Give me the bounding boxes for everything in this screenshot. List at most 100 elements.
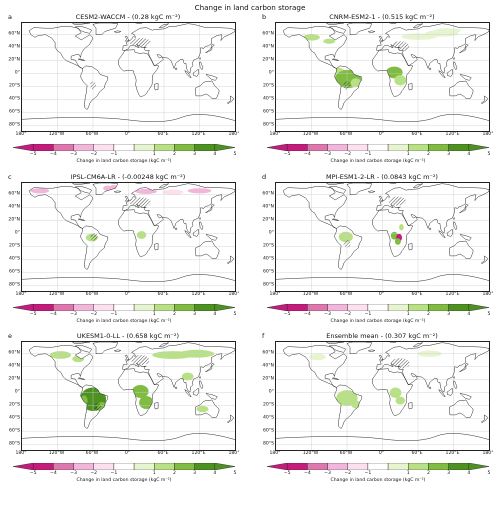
colorbar-tick-label: 3: [447, 312, 451, 317]
continent-antarctica: [276, 114, 489, 122]
lon-tick-label: 120°E: [191, 132, 206, 137]
lat-tick-label: 60°S: [8, 269, 20, 275]
lon-tick-label: 120°E: [445, 451, 460, 456]
lon-tick-label: 120°W: [48, 451, 65, 456]
world-map: [275, 182, 490, 292]
lat-tick-label: 40°N: [262, 204, 274, 210]
island-great-britain: [124, 35, 130, 42]
colorbar-segment: [448, 463, 470, 470]
continent-antarctica: [22, 114, 235, 122]
colorbar-segment: [307, 463, 328, 470]
colorbar-tick-label: 2: [426, 312, 430, 317]
world-map-svg: [276, 23, 489, 131]
continent-australia: [449, 399, 474, 418]
lat-tick-label: 40°S: [262, 256, 274, 262]
island-new-guinea: [205, 393, 218, 400]
lon-tick-label: 60°W: [85, 292, 99, 297]
continent-africa: [372, 368, 413, 416]
lon-tick-label: 120°E: [191, 292, 206, 297]
continent-eurasia: [122, 183, 235, 234]
coastlines: [276, 23, 489, 122]
carbon-change-patch: [49, 351, 72, 359]
lon-tick-label: 0°: [378, 451, 385, 456]
colorbar-tick-label: 5: [233, 471, 237, 476]
colorbar-tick-label: −1: [110, 471, 118, 476]
colorbar-tick-label: −1: [364, 152, 372, 157]
world-map-svg: [22, 342, 235, 450]
island-baffin: [75, 26, 93, 34]
lat-tick-label: 80°S: [8, 441, 20, 447]
lon-tick-label: 180°: [15, 451, 27, 456]
colorbar-tick-label: 4: [213, 471, 217, 476]
lon-tick-label: 180°: [15, 132, 27, 137]
carbon-change-patch: [399, 223, 404, 231]
island-svalbard: [135, 183, 143, 184]
world-map-svg: [22, 23, 235, 131]
lon-tick-label: 60°W: [85, 132, 99, 137]
lat-tick-label: 20°S: [8, 243, 20, 249]
lat-tick-label: 60°N: [8, 191, 20, 197]
colorbar-tick-label: −1: [364, 471, 372, 476]
colorbar-segment: [194, 463, 216, 470]
island-japan: [459, 363, 469, 373]
island-novaya-zemlya: [413, 342, 423, 347]
continent-antarctica: [22, 274, 235, 282]
island-sumatra: [438, 230, 446, 238]
colorbar-segment: [73, 304, 94, 311]
colorbar-tick-label: −2: [344, 152, 352, 157]
island-cuba: [331, 218, 339, 221]
colorbar-segment: [327, 304, 348, 311]
island-ellesmere: [72, 342, 91, 344]
island-new-zealand: [227, 95, 235, 104]
gridlines: [276, 183, 489, 291]
island-novaya-zemlya: [159, 342, 169, 347]
lat-tick-label: 20°N: [262, 376, 274, 382]
map-panel-a: a CESM2-WACCM - (0.28 kgC m⁻²) 60°N 40°N 20°…: [8, 13, 240, 171]
continent-australia: [195, 399, 220, 418]
colorbar-segment: [307, 304, 328, 311]
island-taiwan: [453, 376, 455, 379]
island-japan: [459, 44, 469, 54]
colorbar-segment: [154, 144, 175, 151]
colorbar-tick-label: −2: [344, 471, 352, 476]
lon-tick-label: 60°W: [339, 451, 353, 456]
lat-tick-label: 60°N: [262, 191, 274, 197]
colorbar-tick-label: 1: [406, 471, 410, 476]
colorbar-tick-label: −3: [324, 471, 331, 476]
island-sri-lanka: [428, 67, 432, 71]
lat-tick-label: 40°S: [8, 256, 20, 262]
colorbar-label: Change in land carbon storage (kgC m⁻²): [330, 319, 426, 324]
colorbar-segment: [286, 144, 308, 151]
carbon-change-field: [90, 37, 151, 90]
panel-letter: d: [262, 173, 267, 181]
island-great-britain: [378, 195, 384, 202]
colorbar-segment: [73, 463, 94, 470]
island-japan: [459, 204, 469, 214]
colorbar-tick-label: 3: [193, 152, 197, 157]
colorbar-segment: [53, 144, 74, 151]
significance-hatching: [388, 196, 407, 206]
continent-greenland: [92, 183, 119, 195]
colorbar-segment: [286, 304, 308, 311]
colorbar-tick-label: 4: [213, 152, 217, 157]
lon-tick-label: 0°: [124, 132, 131, 137]
colorbar-segment: [194, 304, 216, 311]
continent-antarctica: [22, 433, 235, 441]
lat-tick-label: 80°S: [8, 282, 20, 288]
colorbar-segment: [367, 144, 389, 151]
colorbar-tick-label: −4: [49, 152, 57, 157]
map-panel-e: e UKESM1-0-LL - (0.658 kgC m⁻²) 60°N 40°N 20…: [8, 332, 240, 490]
lat-tick-label: 80°S: [262, 122, 274, 128]
carbon-change-patch: [309, 353, 326, 361]
figure-title: Change in land carbon storage: [194, 3, 306, 12]
island-ellesmere: [72, 183, 91, 185]
continent-north-america: [28, 26, 94, 69]
lat-tick-label: 0°: [268, 230, 274, 236]
island-ellesmere: [326, 23, 345, 25]
lat-tick-label: 0°: [268, 389, 274, 395]
colorbar-tick-label: −2: [90, 312, 98, 317]
colorbar-segment: [428, 304, 449, 311]
colorbar-segment: [154, 463, 175, 470]
island-madagascar: [154, 402, 159, 410]
island-new-zealand: [227, 414, 235, 423]
